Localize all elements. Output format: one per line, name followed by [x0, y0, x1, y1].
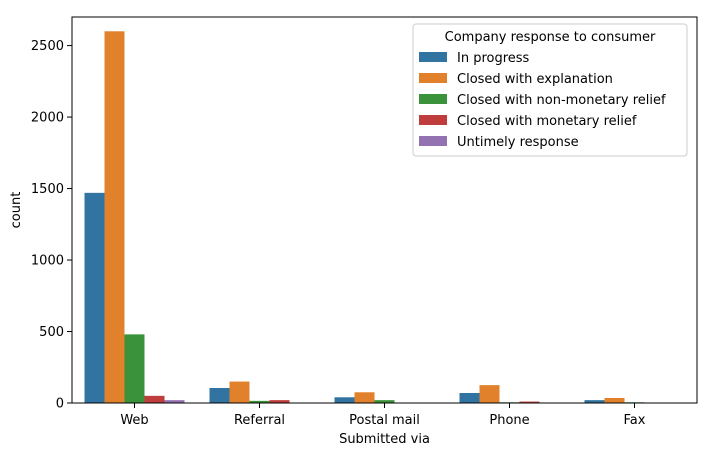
legend-swatch: [419, 94, 447, 104]
bar-fax-in-progress: [584, 400, 605, 403]
bar-phone-closed-with-explanation: [479, 385, 500, 403]
bar-web-closed-with-monetary-relief: [144, 395, 165, 403]
x-tick-label: Fax: [624, 413, 646, 428]
legend-label: Closed with non-monetary relief: [457, 93, 666, 108]
legend-label: Closed with explanation: [457, 72, 613, 87]
bar-referral-closed-with-non-monetary-relief: [249, 400, 270, 403]
bar-phone-in-progress: [459, 392, 480, 403]
y-tick-label: 2500: [31, 39, 64, 54]
bar-postal-mail-closed-with-explanation: [354, 392, 375, 403]
bar-web-closed-with-non-monetary-relief: [124, 334, 145, 403]
bar-web-closed-with-explanation: [104, 31, 125, 404]
bar-referral-in-progress: [209, 387, 230, 403]
x-tick-label: Referral: [234, 413, 285, 428]
x-tick-label: Postal mail: [349, 413, 420, 428]
legend-box: [412, 23, 688, 157]
legend-title: Company response to consumer: [445, 30, 656, 45]
x-axis: Web Referral Postal mail Phone Fax: [120, 403, 646, 428]
bar-phone-closed-with-monetary-relief: [519, 401, 540, 403]
legend-label: Closed with monetary relief: [457, 114, 637, 129]
legend-label: Untimely response: [457, 135, 579, 150]
y-axis: 0 500 1000 1500 2000 2500: [31, 39, 72, 412]
x-axis-label: Submitted via: [339, 432, 430, 447]
bar-fax-closed-with-explanation: [604, 397, 625, 403]
legend-swatch: [419, 115, 447, 125]
y-tick-label: 1500: [31, 182, 64, 197]
bar-web-untimely-response: [164, 400, 185, 403]
legend: Company response to consumer In progress…: [412, 23, 688, 157]
y-tick-label: 1000: [31, 254, 64, 269]
bar-referral-closed-with-explanation: [229, 381, 250, 403]
x-tick-label: Web: [120, 413, 148, 428]
y-tick-label: 0: [56, 397, 64, 412]
bar-web-in-progress: [84, 192, 105, 403]
legend-swatch: [419, 52, 447, 62]
x-tick-label: Phone: [489, 413, 529, 428]
legend-swatch: [419, 73, 447, 83]
legend-swatch: [419, 136, 447, 146]
y-tick-label: 2000: [31, 111, 64, 126]
bar-postal-mail-in-progress: [334, 397, 355, 403]
bar-referral-closed-with-monetary-relief: [269, 400, 290, 403]
bar-postal-mail-closed-with-non-monetary-relief: [374, 400, 395, 403]
bars-group: [84, 31, 645, 404]
legend-label: In progress: [457, 51, 530, 66]
y-tick-label: 500: [39, 325, 64, 340]
y-axis-label: count: [9, 192, 24, 229]
